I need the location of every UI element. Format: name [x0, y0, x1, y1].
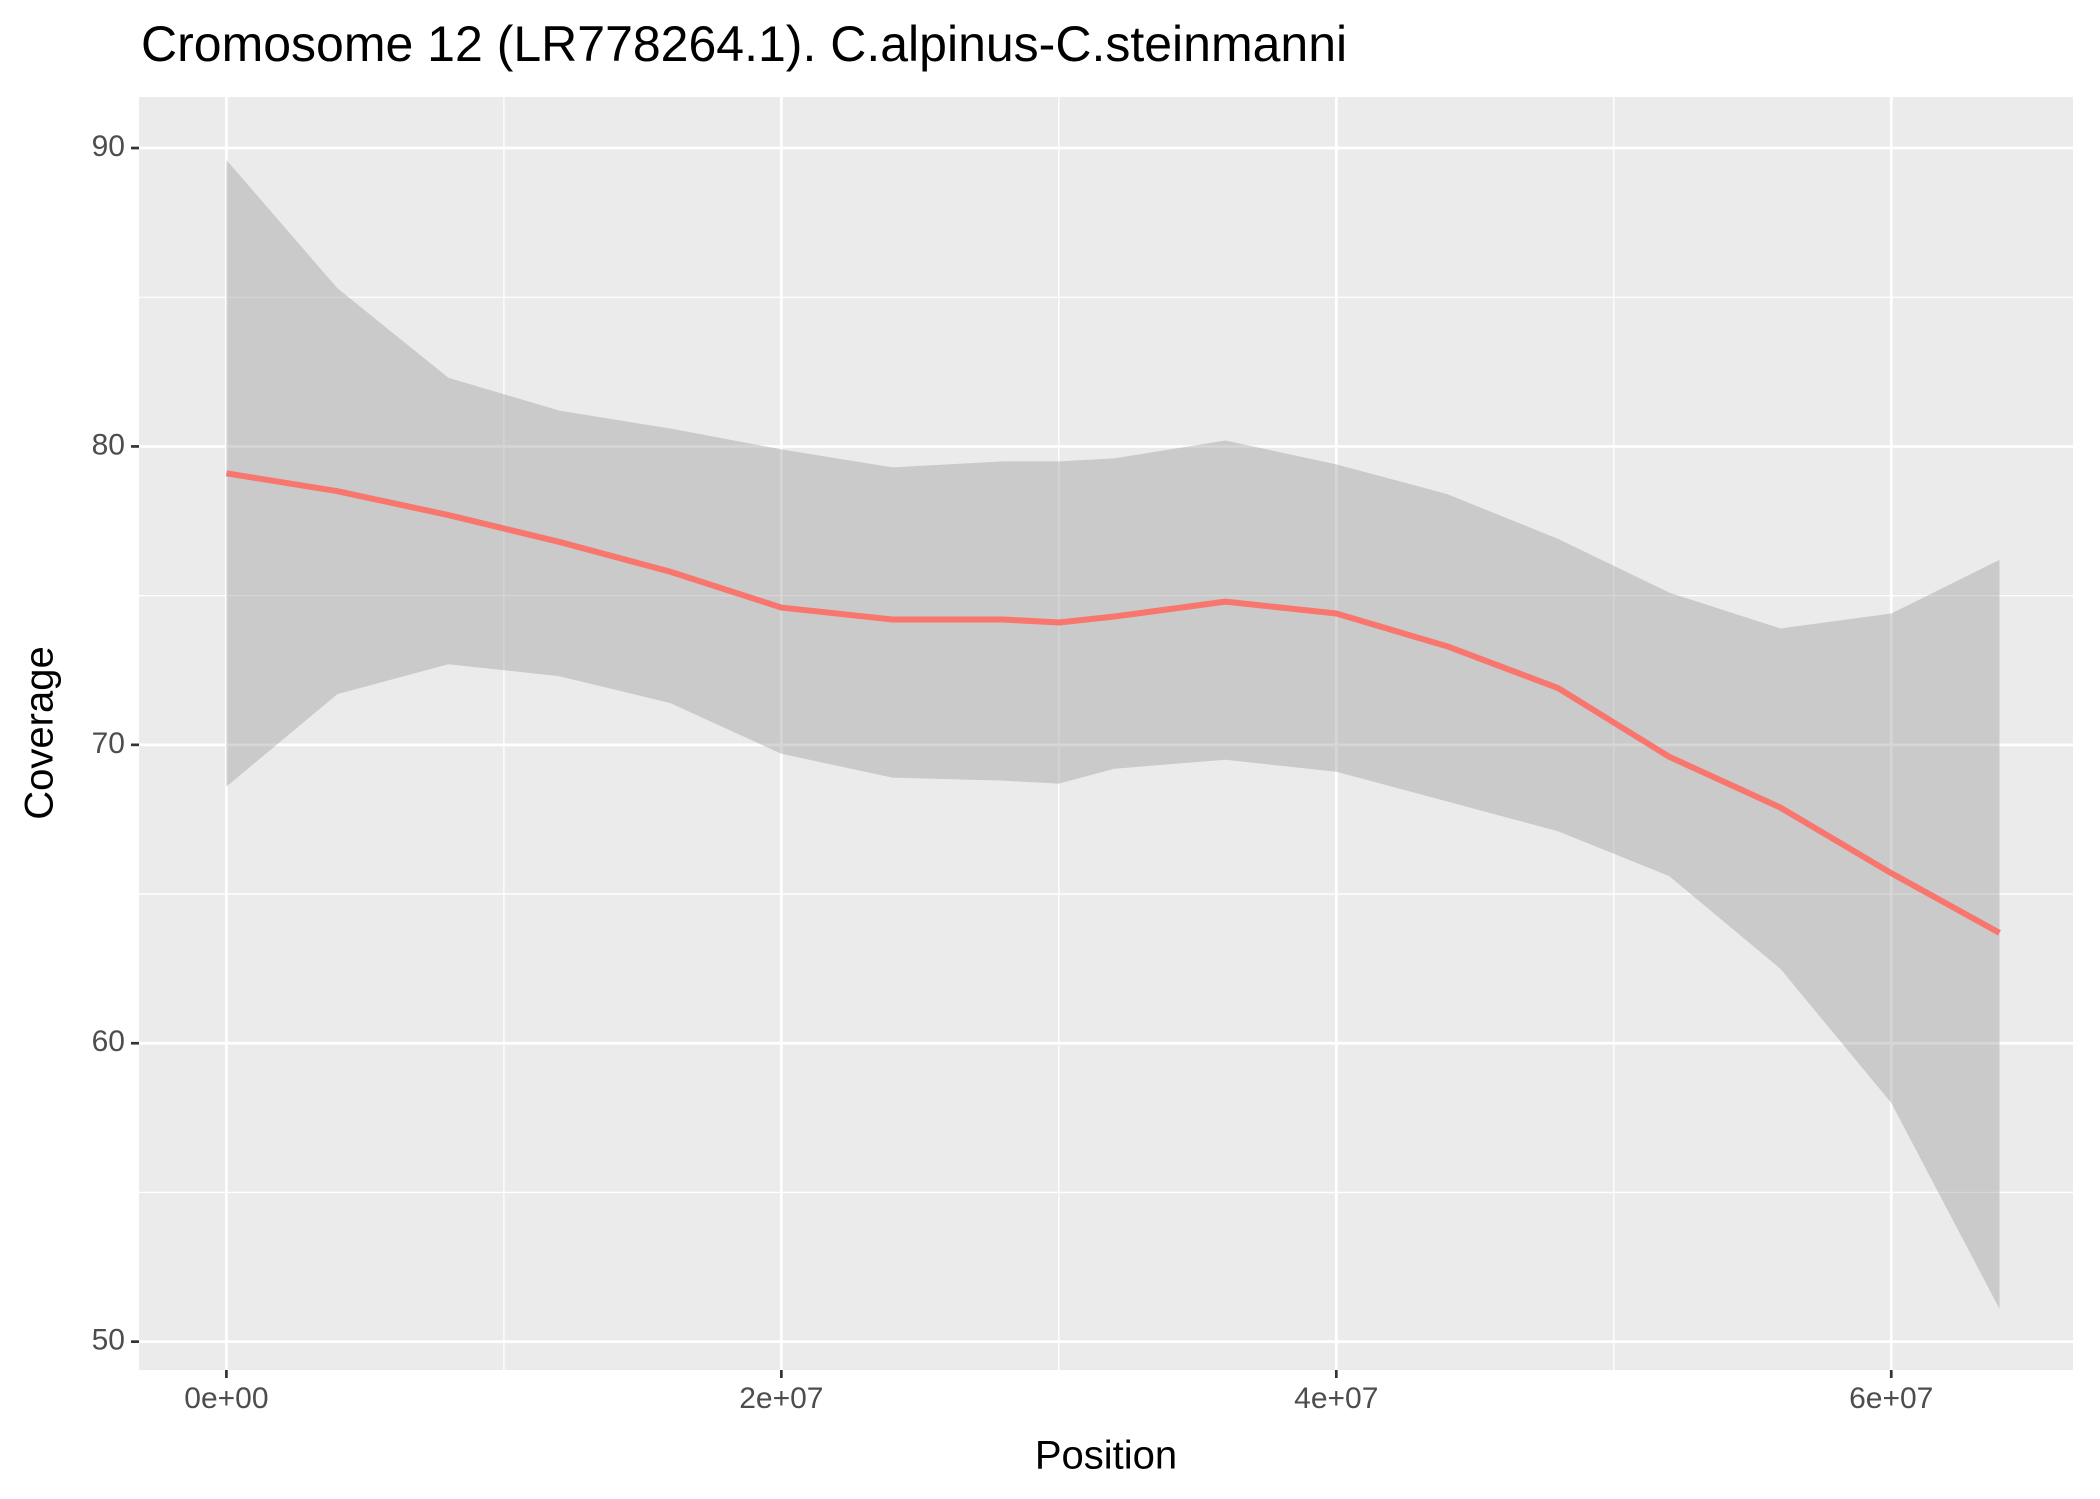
chart-title: Cromosome 12 (LR778264.1). C.alpinus-C.s…: [141, 16, 1347, 72]
y-tick-label: 50: [92, 1324, 125, 1357]
y-tick-label: 60: [92, 1025, 125, 1058]
trend-line: [225, 470, 2001, 936]
y-tick-label: 80: [92, 428, 125, 461]
x-tick-label: 0e+00: [184, 1382, 268, 1415]
x-axis-title: Position: [1035, 1434, 1177, 1478]
confidence-band: [226, 159, 2000, 1309]
x-tick-label: 6e+07: [1849, 1382, 1933, 1415]
panel: [139, 97, 2073, 1370]
x-tick-label: 4e+07: [1294, 1382, 1378, 1415]
x-tick-label: 2e+07: [739, 1382, 823, 1415]
y-axis-title: Coverage: [18, 646, 62, 819]
y-tick-label: 90: [92, 130, 125, 163]
y-tick-label: 70: [92, 727, 125, 760]
